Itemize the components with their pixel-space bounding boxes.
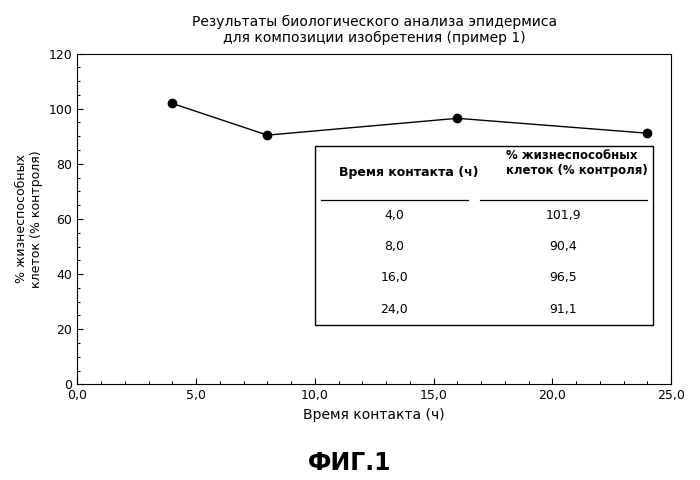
Text: ФИГ.1: ФИГ.1 xyxy=(308,451,392,475)
Title: Результаты биологического анализа эпидермиса
для композиции изобретения (пример : Результаты биологического анализа эпидер… xyxy=(192,15,556,46)
Text: 90,4: 90,4 xyxy=(550,240,578,253)
Text: 4,0: 4,0 xyxy=(384,209,405,222)
Y-axis label: % жизнеспособных
клеток (% контроля): % жизнеспособных клеток (% контроля) xyxy=(15,150,43,288)
Text: 101,9: 101,9 xyxy=(546,209,582,222)
Text: 16,0: 16,0 xyxy=(381,271,408,285)
Text: % жизнеспособных
клеток (% контроля): % жизнеспособных клеток (% контроля) xyxy=(505,149,648,178)
Text: 91,1: 91,1 xyxy=(550,303,578,316)
X-axis label: Время контакта (ч): Время контакта (ч) xyxy=(303,408,445,422)
Text: Время контакта (ч): Время контакта (ч) xyxy=(339,167,478,180)
Text: 96,5: 96,5 xyxy=(550,271,578,285)
Bar xyxy=(315,146,653,325)
Text: 8,0: 8,0 xyxy=(384,240,405,253)
Text: 24,0: 24,0 xyxy=(381,303,408,316)
